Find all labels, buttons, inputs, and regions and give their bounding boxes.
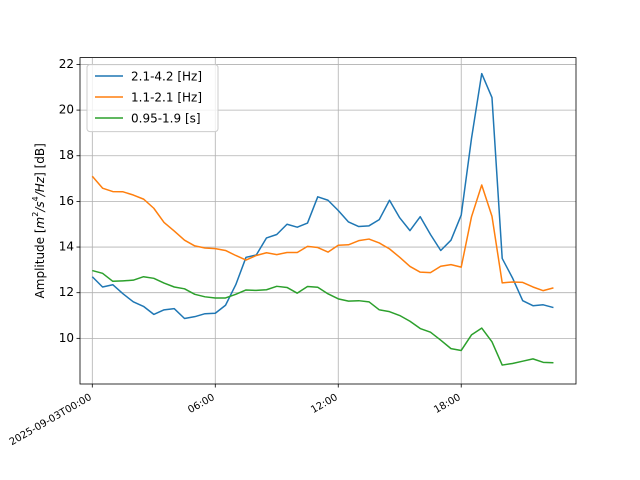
legend-label-2: 1.1-2.1 [Hz] <box>131 91 202 105</box>
series-line-1 <box>91 72 554 320</box>
plot-frame <box>79 57 577 385</box>
legend-box <box>86 64 219 133</box>
y-tick-label: 20 <box>59 103 74 117</box>
legend-label-1: 2.1-4.2 [Hz] <box>131 70 202 84</box>
y-tick-label: 14 <box>59 240 74 254</box>
y-tick-label: 18 <box>59 148 74 162</box>
y-tick-label: 22 <box>59 57 74 71</box>
series-layer <box>91 72 554 366</box>
y-tick-label: 12 <box>59 285 74 299</box>
legend-label-3: 0.95-1.9 [s] <box>131 112 201 126</box>
series-line-3 <box>92 269 554 366</box>
legend: 2.1-4.2 [Hz] 1.1-2.1 [Hz] 0.95-1.9 [s] <box>86 64 219 133</box>
y-axis: 10 12 14 16 18 20 22 <box>59 57 80 345</box>
series-line-2 <box>91 175 554 292</box>
y-axis-label: Amplitude [m2/s4/Hz] [dB] <box>31 143 47 298</box>
y-tick-label: 16 <box>59 194 74 208</box>
y-tick-label: 10 <box>59 331 74 345</box>
